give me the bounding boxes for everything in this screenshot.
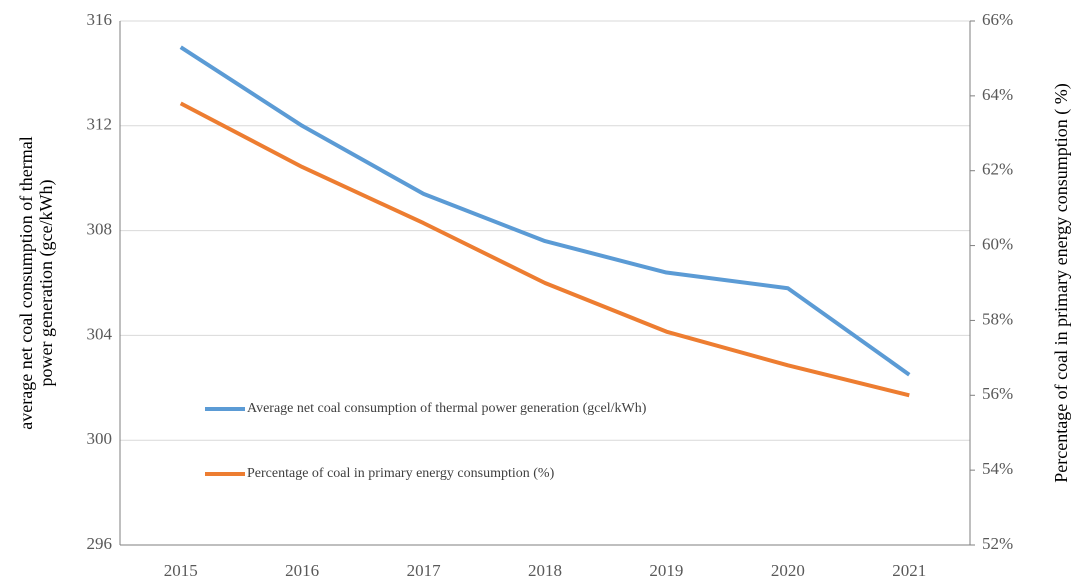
y-tick-label: 308 (87, 220, 113, 239)
series-line (179, 101, 910, 398)
legend-label: Average net coal consumption of thermal … (247, 401, 647, 416)
y-axis-label: average net coal consumption of thermal (16, 136, 36, 429)
series-line (179, 45, 911, 377)
y-tick-label: 316 (87, 10, 113, 29)
y2-tick-label: 64% (982, 85, 1013, 104)
x-tick-label: 2019 (649, 561, 683, 580)
y-tick-label: 304 (87, 324, 113, 343)
x-tick-label: 2016 (285, 561, 319, 580)
y-tick-label: 296 (87, 534, 113, 553)
y2-tick-label: 58% (982, 309, 1013, 328)
y-tick-label: 300 (87, 429, 113, 448)
y-axis-label: power generation (gce/kWh) (36, 180, 57, 387)
y2-tick-label: 66% (982, 10, 1013, 29)
x-tick-label: 2020 (771, 561, 805, 580)
y2-tick-label: 56% (982, 384, 1013, 403)
legend-label: Percentage of coal in primary energy con… (247, 466, 555, 481)
x-tick-label: 2015 (164, 561, 198, 580)
x-tick-label: 2021 (892, 561, 926, 580)
y-tick-label: 312 (87, 115, 113, 134)
y2-axis-label: Percentage of coal in primary energy con… (1051, 83, 1072, 483)
x-tick-label: 2018 (528, 561, 562, 580)
y2-tick-label: 62% (982, 160, 1013, 179)
y2-tick-label: 52% (982, 534, 1013, 553)
x-tick-label: 2017 (407, 561, 442, 580)
y2-tick-label: 60% (982, 234, 1013, 253)
y2-tick-label: 54% (982, 459, 1013, 478)
